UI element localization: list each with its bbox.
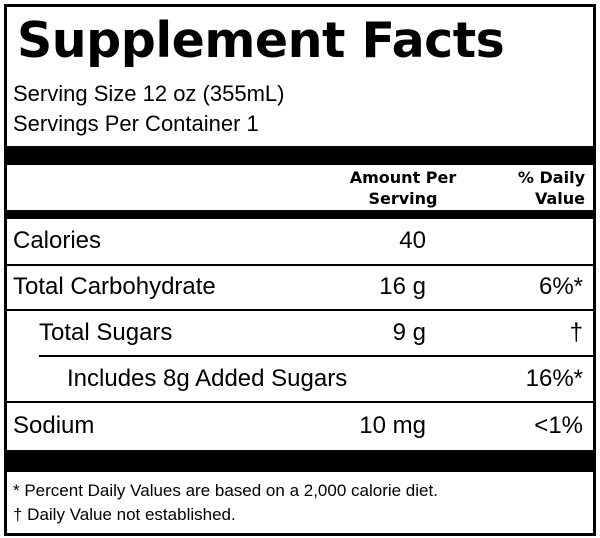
- thick-divider-top: [7, 146, 593, 165]
- dv-header-line1: % Daily: [517, 168, 585, 187]
- panel-title: Supplement Facts: [17, 12, 505, 69]
- footnote-percent-dv: * Percent Daily Values are based on a 2,…: [13, 481, 438, 500]
- medium-divider: [7, 210, 593, 219]
- nutrient-label-sodium: Sodium: [13, 412, 95, 439]
- nutrient-amount-calories: 40: [399, 227, 426, 254]
- row-divider: [7, 309, 593, 311]
- nutrient-label-calories: Calories: [13, 227, 102, 254]
- nutrient-amount-carbohydrate: 16 g: [379, 273, 426, 300]
- row-divider: [7, 401, 593, 403]
- amount-header-line1: Amount Per: [349, 168, 457, 187]
- footnote-dagger: † Daily Value not established.: [13, 505, 236, 524]
- serving-size: Serving Size 12 oz (355mL): [13, 81, 285, 106]
- nutrient-dv-added-sugars: 16%*: [525, 365, 583, 392]
- nutrient-label-added-sugars: Includes 8g Added Sugars: [67, 365, 348, 392]
- nutrient-label-carbohydrate: Total Carbohydrate: [13, 273, 216, 300]
- dv-header-line2: Value: [534, 189, 585, 208]
- supplement-facts-panel: Supplement Facts Serving Size 12 oz (355…: [4, 4, 596, 536]
- nutrient-label-total-sugars: Total Sugars: [39, 319, 173, 346]
- row-divider: [7, 264, 593, 266]
- amount-header-line2: Serving: [368, 189, 438, 208]
- servings-per-container: Servings Per Container 1: [13, 111, 259, 136]
- nutrient-dv-total-sugars: †: [569, 319, 583, 346]
- thick-divider-bottom: [7, 450, 593, 472]
- nutrient-amount-total-sugars: 9 g: [392, 319, 426, 346]
- nutrient-dv-sodium: <1%: [534, 412, 583, 439]
- nutrient-amount-sodium: 10 mg: [359, 412, 426, 439]
- nutrient-dv-carbohydrate: 6%*: [538, 273, 583, 300]
- row-divider-indented: [39, 355, 593, 357]
- amount-header: Amount Per Serving: [343, 167, 463, 209]
- daily-value-header: % Daily Value: [477, 167, 585, 209]
